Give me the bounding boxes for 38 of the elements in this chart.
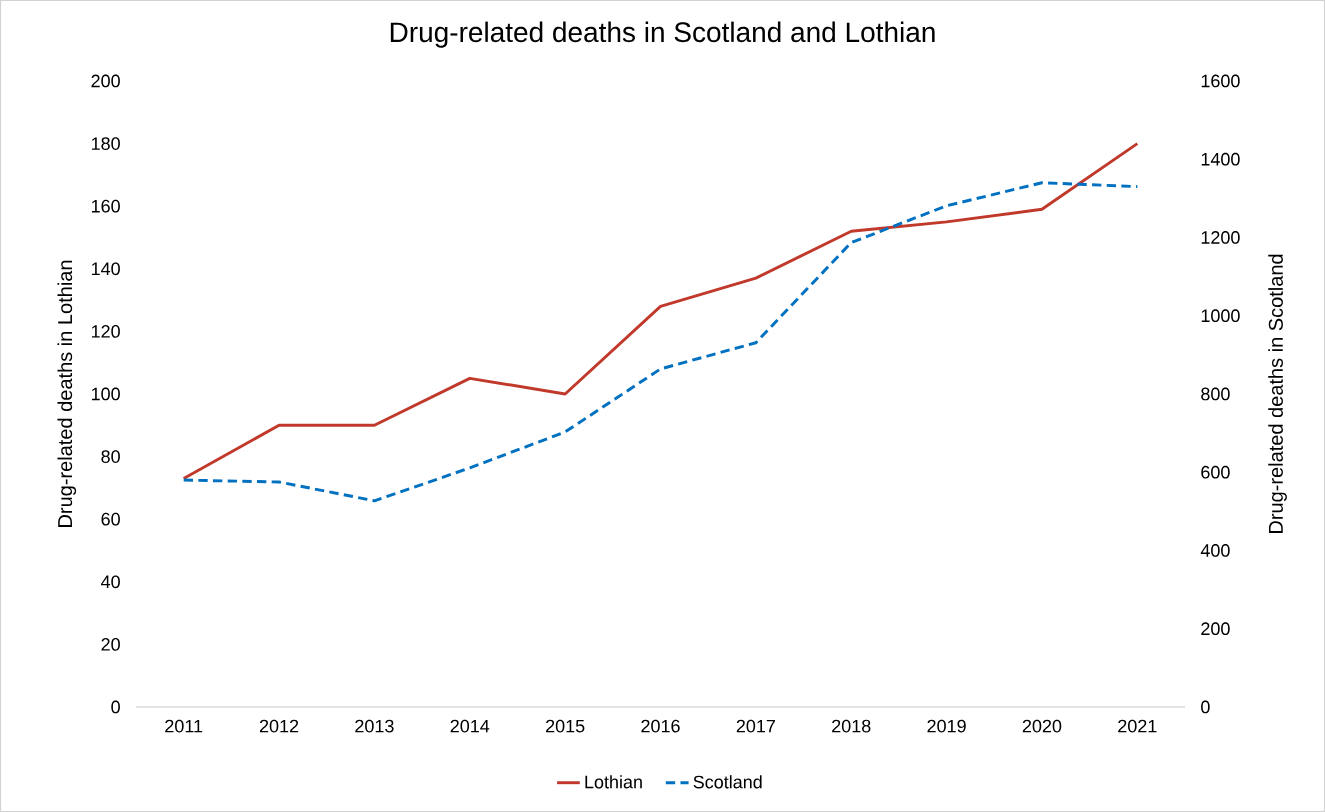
y2-tick-label: 1200 bbox=[1201, 231, 1240, 244]
legend-label: Scotland bbox=[693, 775, 762, 789]
x-tick-label: 2013 bbox=[355, 719, 394, 733]
y-tick-label: 200 bbox=[91, 74, 120, 88]
y-tick-label: 80 bbox=[101, 450, 120, 463]
y-tick-label: 180 bbox=[91, 137, 120, 150]
y2-tick-label: 800 bbox=[1201, 387, 1230, 401]
y2-tick-label: 0 bbox=[1201, 700, 1210, 714]
y-tick-label: 60 bbox=[101, 512, 120, 526]
y-tick-label: 100 bbox=[91, 387, 120, 401]
x-tick-label: 2019 bbox=[927, 719, 966, 733]
y-tick-label: 160 bbox=[91, 199, 120, 213]
x-tick-label: 2014 bbox=[450, 719, 490, 733]
y-tick-label: 20 bbox=[101, 638, 120, 651]
line-series bbox=[182, 142, 1139, 480]
x-tick-label: 2012 bbox=[259, 719, 299, 733]
y2-tick-label: 200 bbox=[1201, 622, 1230, 636]
y2-axis-title: Drug-related deaths in Scotland bbox=[1268, 254, 1287, 533]
y2-tick-label: 400 bbox=[1200, 544, 1230, 557]
y2-tick-label: 1600 bbox=[1201, 74, 1240, 88]
chart-title: Drug-related deaths in Scotland and Lothian bbox=[390, 21, 935, 48]
y-tick-label: 140 bbox=[91, 262, 120, 276]
y2-tick-label: 600 bbox=[1201, 465, 1230, 479]
y-tick-label: 40 bbox=[101, 575, 120, 589]
y2-tick-label: 1400 bbox=[1201, 152, 1240, 166]
line-series bbox=[182, 181, 1139, 503]
legend-label: Lothian bbox=[585, 775, 642, 789]
y-axis-title: Drug-related deaths in Lothian bbox=[57, 260, 77, 527]
y-tick-label: 0 bbox=[111, 700, 120, 714]
y2-tick-label: 1000 bbox=[1201, 309, 1240, 323]
x-tick-label: 2020 bbox=[1022, 719, 1062, 733]
x-tick-label: 2018 bbox=[832, 719, 871, 733]
x-tick-label: 2015 bbox=[546, 719, 585, 733]
x-tick-label: 2011 bbox=[165, 719, 203, 733]
y-tick-label: 120 bbox=[91, 325, 120, 338]
x-tick-label: 2016 bbox=[641, 719, 680, 733]
x-tick-label: 2017 bbox=[736, 719, 775, 733]
x-tick-label: 2021 bbox=[1118, 719, 1157, 733]
